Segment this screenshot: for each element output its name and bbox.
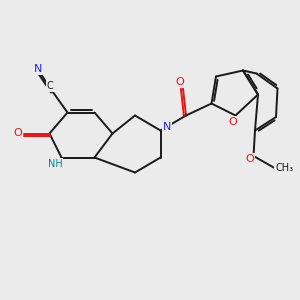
- Text: O: O: [245, 154, 254, 164]
- Text: CH₃: CH₃: [275, 163, 293, 173]
- Text: O: O: [13, 128, 22, 139]
- Text: NH: NH: [47, 159, 62, 169]
- Text: N: N: [163, 122, 171, 133]
- Text: C: C: [47, 81, 53, 91]
- Text: N: N: [34, 64, 42, 74]
- Text: O: O: [175, 77, 184, 87]
- Text: O: O: [228, 117, 237, 127]
